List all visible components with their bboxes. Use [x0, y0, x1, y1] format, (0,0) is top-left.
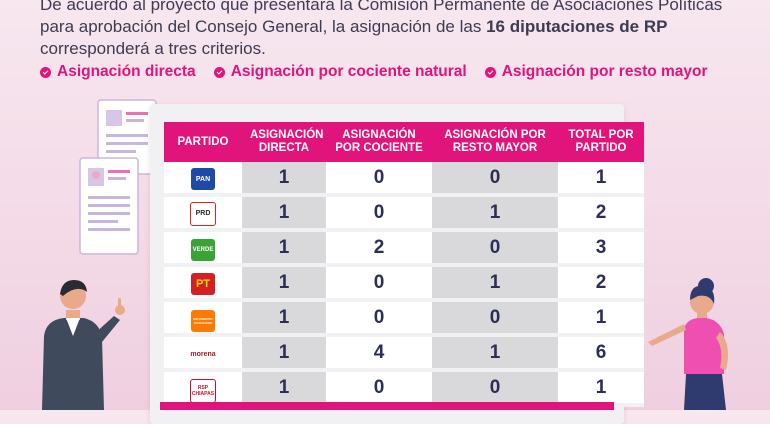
pt-logo: PT	[191, 272, 215, 295]
cell-cociente: 0	[326, 372, 432, 407]
cell-total: 3	[558, 232, 644, 267]
cell-resto: 1	[432, 267, 558, 302]
cell-directa: 1	[242, 162, 326, 197]
intro-line-2-bold: 16 diputaciones de RP	[486, 17, 668, 36]
header-cociente-text: ASIGNACIÓN POR COCIENTE	[335, 129, 423, 154]
cell-directa: 1	[242, 197, 326, 232]
party-cell: PT	[164, 267, 242, 302]
criterion-label: Asignación directa	[57, 63, 196, 80]
cell-total: 1	[558, 302, 644, 337]
table-row: RSP CHIAPAS 1 0 0 1	[164, 372, 644, 407]
header-directa: ASIGNACIÓN DIRECTA	[242, 122, 326, 162]
rsp-logo: RSP CHIAPAS	[190, 378, 216, 403]
criteria-list: Asignación directa Asignación por cocien…	[40, 63, 760, 81]
verde-logo: VERDE	[191, 238, 215, 261]
documents-illustration	[79, 99, 157, 255]
cell-directa: 1	[242, 302, 326, 337]
cell-total: 6	[558, 337, 644, 372]
check-icon	[484, 66, 496, 78]
cell-total: 2	[558, 197, 644, 232]
cell-directa: 1	[242, 337, 326, 372]
criterion-label: Asignación por resto mayor	[501, 63, 708, 80]
woman-illustration	[648, 278, 728, 410]
morena-logo: morena	[190, 350, 216, 358]
party-cell: PAN	[164, 162, 242, 197]
intro-line-1: De acuerdo al proyecto que presentará la…	[40, 0, 723, 14]
check-icon	[213, 66, 225, 78]
header-resto-text: ASIGNACIÓN POR RESTO MAYOR	[444, 129, 546, 154]
prd-logo: PRD	[190, 201, 216, 226]
cell-resto: 1	[432, 197, 558, 232]
cell-cociente: 0	[326, 267, 432, 302]
party-cell: VERDE	[164, 232, 242, 267]
cell-directa: 1	[242, 232, 326, 267]
cell-resto: 1	[432, 337, 558, 372]
cell-total: 2	[558, 267, 644, 302]
results-table: PARTIDO ASIGNACIÓN DIRECTA ASIGNACIÓN PO…	[164, 122, 644, 407]
header-total-text: TOTAL POR PARTIDO	[568, 129, 634, 154]
pan-logo: PAN	[191, 168, 215, 191]
table-row: VERDE 1 2 0 3	[164, 232, 644, 267]
intro-line-3: corresponderá a tres criterios.	[40, 39, 266, 58]
header-total: TOTAL POR PARTIDO	[558, 122, 644, 162]
cell-cociente: 0	[326, 162, 432, 197]
table-row: MOVIMIENTO CIUDADANO 1 0 0 1	[164, 302, 644, 337]
cell-resto: 0	[432, 232, 558, 267]
cell-resto: 0	[432, 302, 558, 337]
table-row: PAN 1 0 0 1	[164, 162, 644, 197]
intro-line-2: para aprobación del Consejo General, la …	[40, 16, 740, 38]
man-illustration	[42, 280, 125, 410]
cell-cociente: 0	[326, 302, 432, 337]
cell-cociente: 0	[326, 197, 432, 232]
criterion-cociente: Asignación por cociente natural	[213, 63, 467, 81]
table-footer-bar	[160, 402, 614, 410]
header-resto: ASIGNACIÓN POR RESTO MAYOR	[432, 122, 558, 162]
cell-cociente: 2	[326, 232, 432, 267]
party-cell: PRD	[164, 197, 242, 232]
criterion-directa: Asignación directa	[40, 63, 196, 81]
cell-resto: 0	[432, 162, 558, 197]
table-row: PT 1 0 1 2	[164, 267, 644, 302]
check-icon	[40, 66, 51, 78]
criterion-label: Asignación por cociente natural	[230, 63, 467, 80]
criterion-resto: Asignación por resto mayor	[484, 63, 708, 81]
header-partido: PARTIDO	[164, 122, 242, 162]
header-directa-text: ASIGNACIÓN DIRECTA	[250, 129, 324, 154]
header-cociente: ASIGNACIÓN POR COCIENTE	[326, 122, 432, 162]
cell-total: 1	[558, 162, 644, 197]
table-row: morena 1 4 1 6	[164, 337, 644, 372]
intro-text: De acuerdo al proyecto que presentará la…	[40, 0, 740, 60]
party-cell: MOVIMIENTO CIUDADANO	[164, 302, 242, 337]
mc-logo: MOVIMIENTO CIUDADANO	[191, 309, 215, 332]
intro-line-2-text: para aprobación del Consejo General, la …	[40, 17, 487, 36]
table-row: PRD 1 0 1 2	[164, 197, 644, 232]
party-cell: morena	[164, 337, 242, 372]
cell-cociente: 4	[326, 337, 432, 372]
table-header-row: PARTIDO ASIGNACIÓN DIRECTA ASIGNACIÓN PO…	[164, 122, 644, 162]
cell-directa: 1	[242, 267, 326, 302]
